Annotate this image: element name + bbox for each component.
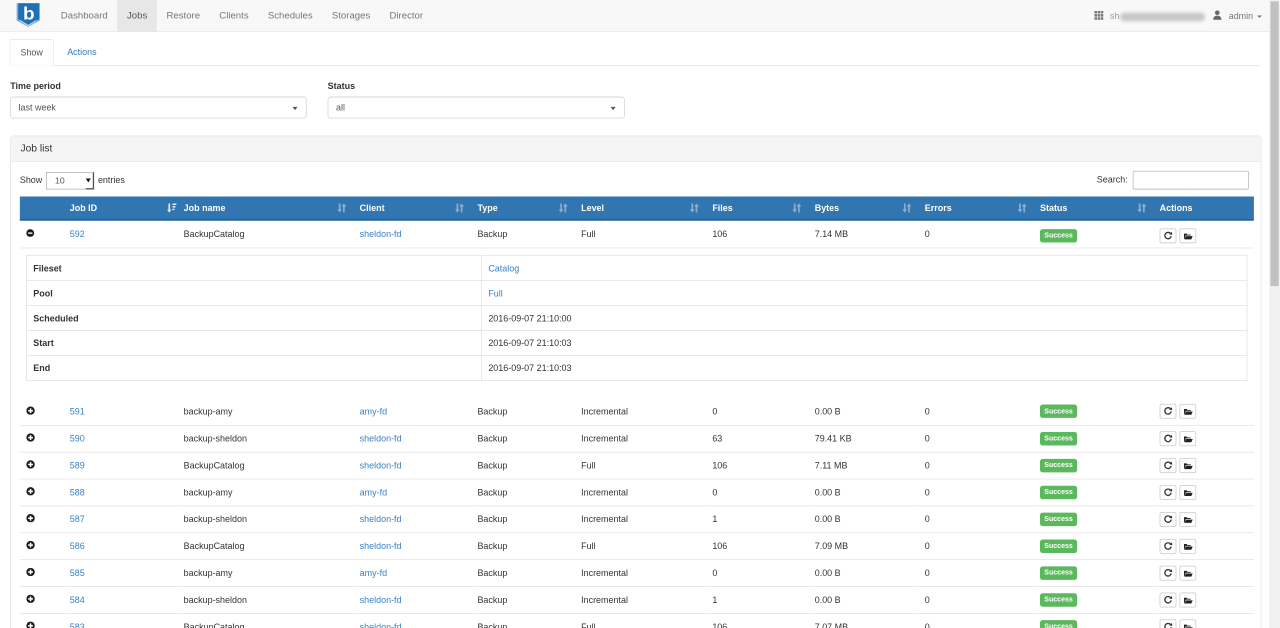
svg-text:b: b — [23, 3, 35, 23]
